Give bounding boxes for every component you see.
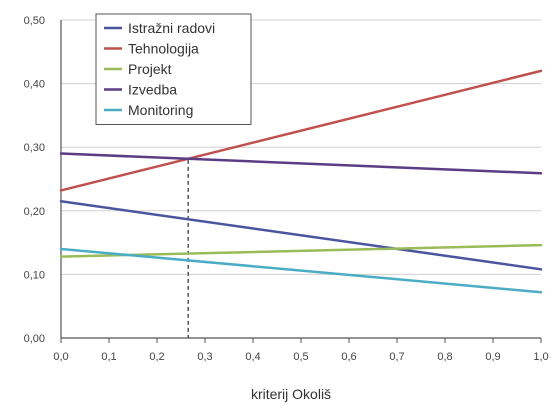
x-tick-label: 0,7 [389,351,404,363]
series-group [59,69,543,294]
legend: Istražni radovi Tehnologija Projekt Izvedba… [95,13,252,125]
x-tick-label: 0,1 [101,351,116,363]
x-tick-label: 0,6 [341,351,356,363]
series-line-istra-ni-radovi [59,200,543,271]
legend-label: Tehnologija [128,41,199,57]
series-line-projekt [59,243,543,258]
tick-labels: 0,00 0,10 0,20 0,30 0,40 0,50 0,0 0,1 0,2 0,3 0,4 0… [24,15,549,363]
x-tick-label: 0,5 [293,351,308,363]
x-tick-label: 1,0 [533,351,548,363]
legend-label: Istražni radovi [128,20,215,36]
y-tick-label: 0,40 [24,79,45,91]
y-tick-label: 0,50 [24,15,45,27]
x-tick-label: 0,8 [437,351,452,363]
y-tick-label: 0,00 [24,333,45,345]
series-line-izvedba [59,152,543,175]
series-line-tehnologija [59,69,543,192]
y-tick-label: 0,10 [24,269,45,281]
y-tick-label: 0,20 [24,206,45,218]
x-tick-label: 0,3 [197,351,212,363]
x-axis-title: kriterij Okoliš [251,386,331,402]
y-tick-label: 0,30 [24,142,45,154]
x-tick-label: 0,9 [485,351,500,363]
x-tick-label: 0,0 [53,351,68,363]
legend-label: Projekt [128,61,172,77]
x-tick-label: 0,4 [245,351,260,363]
legend-label: Monitoring [128,102,193,118]
legend-label: Izvedba [128,82,177,98]
axes [60,20,542,343]
x-tick-label: 0,2 [149,351,164,363]
series-line-monitoring [59,247,543,294]
